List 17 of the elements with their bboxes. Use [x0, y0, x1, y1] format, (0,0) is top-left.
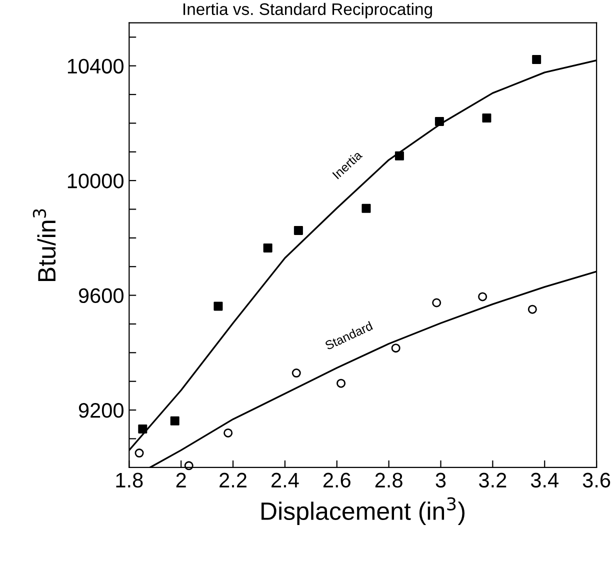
x-tick-label: 2.4 — [272, 472, 299, 488]
y-tick-label: 10000 — [68, 174, 124, 188]
x-tick-label: 3.2 — [479, 472, 506, 488]
x-tick-label: 3.6 — [582, 472, 610, 488]
y-axis-title: Btu/in$^{3}$ — [32, 209, 56, 282]
x-axis-title: Displacement (in$^{3}$) — [262, 497, 464, 525]
chart-title: Inertia vs. Standard Reciprocating — [184, 2, 432, 18]
x-tick-label: 3.4 — [530, 472, 558, 488]
x-tick-label: 2.8 — [375, 472, 402, 488]
x-tick-label: 2.2 — [220, 472, 246, 488]
y-tick-label: 10400 — [68, 58, 124, 74]
x-tick-label: 2.6 — [323, 472, 350, 488]
x-tick-label: 1.8 — [116, 472, 143, 488]
x-tick-label: 2 — [176, 472, 186, 488]
y-tick-label: 9200 — [78, 403, 124, 418]
y-tick-label: 9600 — [78, 288, 124, 304]
x-tick-label: 3 — [436, 472, 446, 488]
